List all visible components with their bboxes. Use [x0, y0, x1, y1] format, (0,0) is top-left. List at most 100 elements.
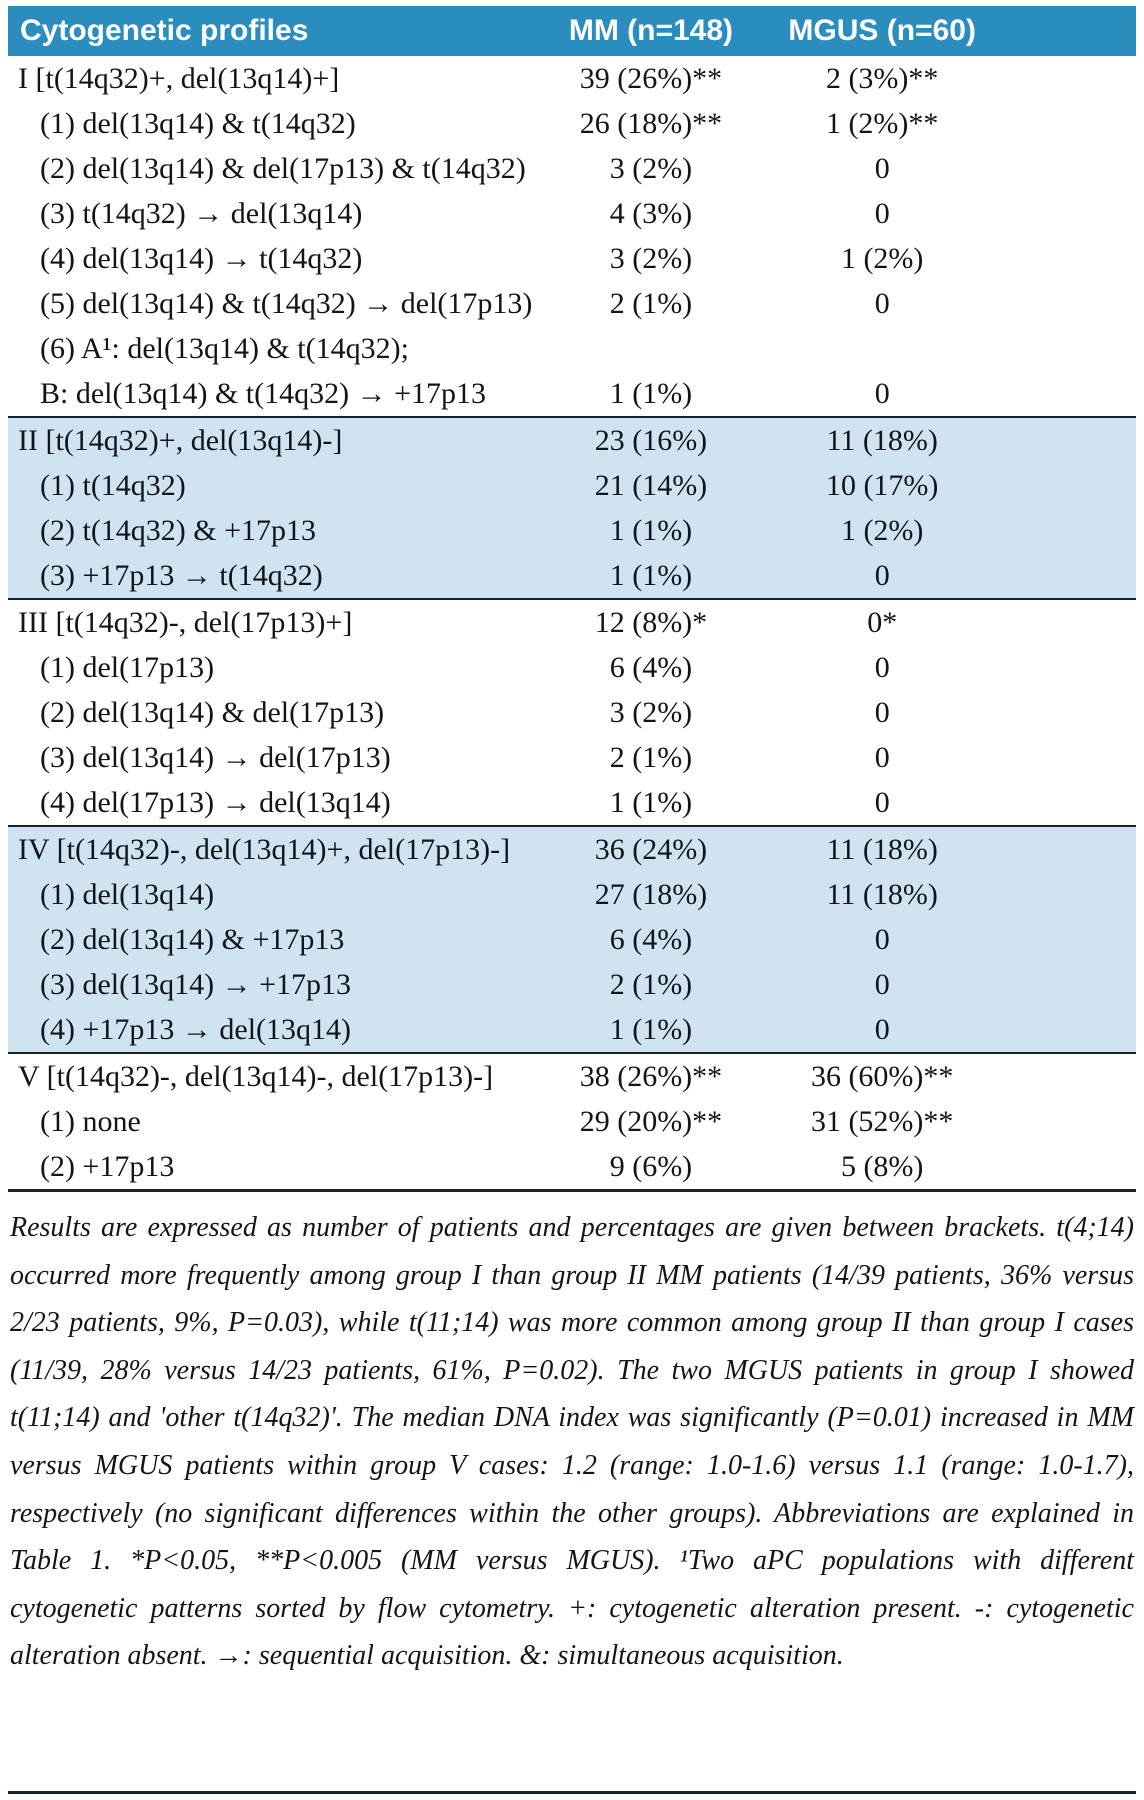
row-label: (1) del(13q14) & t(14q32): [40, 106, 356, 140]
table-row: (1) del(13q14) 27 (18%) 11 (18%): [8, 872, 1136, 917]
table-row: (5) del(13q14) & t(14q32) → del(17p13) 2 …: [8, 281, 1136, 326]
column-header-mm: MM (n=148): [568, 14, 734, 47]
row-label: (5) del(13q14) & t(14q32) → del(17p13): [40, 286, 533, 320]
table-section: II [t(14q32)+, del(13q14)-] 23 (16%) 11 (1…: [8, 416, 1136, 598]
table-row: B: del(13q14) & t(14q32) → +17p13 1 (1%) 0: [8, 371, 1136, 416]
row-mgus-value: 0: [874, 1012, 890, 1046]
row-mgus-value: 0*: [867, 605, 898, 639]
row-mm-value: 38 (26%)**: [579, 1059, 723, 1093]
row-mm-value: 3 (2%): [609, 695, 693, 729]
row-mm-value: 36 (24%): [594, 832, 708, 866]
row-label: (2) t(14q32) & +17p13: [40, 513, 317, 547]
row-label: (2) del(13q14) & +17p13: [40, 922, 345, 956]
row-label: (3) del(13q14) → +17p13: [40, 967, 352, 1001]
row-mm-value: 2 (1%): [609, 967, 693, 1001]
row-mgus-value: 0: [874, 650, 890, 684]
column-header-profiles: Cytogenetic profiles: [20, 14, 309, 47]
row-mgus-value: 2 (3%)**: [825, 61, 939, 95]
row-mm-value: 6 (4%): [609, 650, 693, 684]
table-row: IV [t(14q32)-, del(13q14)+, del(17p13)-]…: [8, 827, 1136, 872]
row-mm-value: 23 (16%): [594, 423, 708, 457]
row-label: (3) +17p13 → t(14q32): [40, 558, 323, 592]
row-mm-value: 1 (1%): [609, 513, 693, 547]
table-row: (1) t(14q32) 21 (14%) 10 (17%): [8, 463, 1136, 508]
row-label: IV [t(14q32)-, del(13q14)+, del(17p13)-]: [18, 832, 511, 866]
table-row: (6) A¹: del(13q14) & t(14q32);: [8, 326, 1136, 371]
table-section: I [t(14q32)+, del(13q14)+] 39 (26%)** 2 (3…: [8, 56, 1136, 416]
table-row: (3) del(13q14) → +17p13 2 (1%) 0: [8, 962, 1136, 1007]
table-row: (4) +17p13 → del(13q14) 1 (1%) 0: [8, 1007, 1136, 1052]
row-label: (4) +17p13 → del(13q14): [40, 1012, 352, 1046]
table-row: (1) none 29 (20%)** 31 (52%)**: [8, 1099, 1136, 1144]
table-row: I [t(14q32)+, del(13q14)+] 39 (26%)** 2 (3…: [8, 56, 1136, 101]
row-label: I [t(14q32)+, del(13q14)+]: [18, 61, 340, 95]
row-label: (1) del(17p13): [40, 650, 215, 684]
row-mgus-value: 0: [874, 785, 890, 819]
table-row: (2) del(13q14) & +17p13 6 (4%) 0: [8, 917, 1136, 962]
row-mm-value: 12 (8%)*: [594, 605, 708, 639]
row-mm-value: 9 (6%): [609, 1149, 693, 1183]
row-mgus-value: 0: [874, 558, 890, 592]
row-mm-value: 1 (1%): [609, 376, 693, 410]
table-body: I [t(14q32)+, del(13q14)+] 39 (26%)** 2 (3…: [8, 56, 1136, 1192]
row-mm-value: 26 (18%)**: [579, 106, 723, 140]
row-mm-value: 2 (1%): [609, 740, 693, 774]
row-mgus-value: 0: [874, 922, 890, 956]
row-mm-value: 1 (1%): [609, 558, 693, 592]
row-mgus-value: 0: [874, 286, 890, 320]
row-label: (3) del(13q14) → del(17p13): [40, 740, 391, 774]
bottom-rule: [8, 1791, 1136, 1794]
row-label: (4) del(17p13) → del(13q14): [40, 785, 391, 819]
table-row: (4) del(13q14) → t(14q32) 3 (2%) 1 (2%): [8, 236, 1136, 281]
row-label: (1) none: [40, 1104, 141, 1138]
row-mgus-value: 10 (17%): [825, 468, 939, 502]
row-mgus-value: 0: [874, 151, 890, 185]
row-mgus-value: 11 (18%): [826, 832, 938, 866]
table-row: II [t(14q32)+, del(13q14)-] 23 (16%) 11 (1…: [8, 418, 1136, 463]
row-mgus-value: 0: [874, 695, 890, 729]
row-mm-value: 1 (1%): [609, 785, 693, 819]
row-mgus-value: 0: [874, 196, 890, 230]
row-label: (1) t(14q32): [40, 468, 186, 502]
table-row: (4) del(17p13) → del(13q14) 1 (1%) 0: [8, 780, 1136, 825]
row-mgus-value: 0: [874, 967, 890, 1001]
row-mgus-value: 1 (2%)**: [825, 106, 939, 140]
row-mgus-value: 36 (60%)**: [810, 1059, 954, 1093]
row-mgus-value: 0: [874, 740, 890, 774]
table-row: (3) del(13q14) → del(17p13) 2 (1%) 0: [8, 735, 1136, 780]
row-mm-value: 2 (1%): [609, 286, 693, 320]
column-header-mgus: MGUS (n=60): [788, 14, 976, 47]
row-label: B: del(13q14) & t(14q32) → +17p13: [40, 376, 487, 410]
row-label: (3) t(14q32) → del(13q14): [40, 196, 363, 230]
row-mgus-value: 1 (2%): [840, 513, 924, 547]
row-mm-value: 29 (20%)**: [579, 1104, 723, 1138]
table-row: III [t(14q32)-, del(17p13)+] 12 (8%)* 0*: [8, 600, 1136, 645]
table-section: IV [t(14q32)-, del(13q14)+, del(17p13)-]…: [8, 825, 1136, 1052]
row-mm-value: 3 (2%): [609, 241, 693, 275]
row-mgus-value: 11 (18%): [826, 423, 938, 457]
table-row: (2) +17p13 9 (6%) 5 (8%): [8, 1144, 1136, 1189]
table-row: (1) del(13q14) & t(14q32) 26 (18%)** 1 (2%…: [8, 101, 1136, 146]
row-mm-value: 3 (2%): [609, 151, 693, 185]
row-label: (2) +17p13: [40, 1149, 175, 1183]
row-label: V [t(14q32)-, del(13q14)-, del(17p13)-]: [18, 1059, 494, 1093]
row-label: (6) A¹: del(13q14) & t(14q32);: [40, 331, 409, 365]
table-row: (3) +17p13 → t(14q32) 1 (1%) 0: [8, 553, 1136, 598]
row-label: (2) del(13q14) & del(17p13): [40, 695, 385, 729]
row-label: II [t(14q32)+, del(13q14)-]: [18, 423, 343, 457]
row-mm-value: 39 (26%)**: [579, 61, 723, 95]
row-mm-value: 21 (14%): [594, 468, 708, 502]
row-mgus-value: 5 (8%): [840, 1149, 924, 1183]
row-mgus-value: 1 (2%): [840, 241, 924, 275]
table-row: (1) del(17p13) 6 (4%) 0: [8, 645, 1136, 690]
table-row: (2) del(13q14) & del(17p13) 3 (2%) 0: [8, 690, 1136, 735]
table-row: (3) t(14q32) → del(13q14) 4 (3%) 0: [8, 191, 1136, 236]
row-mgus-value: 31 (52%)**: [810, 1104, 954, 1138]
table-section: V [t(14q32)-, del(13q14)-, del(17p13)-] 3…: [8, 1052, 1136, 1189]
row-mgus-value: 0: [874, 376, 890, 410]
row-mm-value: 4 (3%): [609, 196, 693, 230]
row-mgus-value: 11 (18%): [826, 877, 938, 911]
table-header-row: Cytogenetic profiles MM (n=148) MGUS (n=…: [8, 6, 1136, 56]
row-label: III [t(14q32)-, del(17p13)+]: [18, 605, 353, 639]
